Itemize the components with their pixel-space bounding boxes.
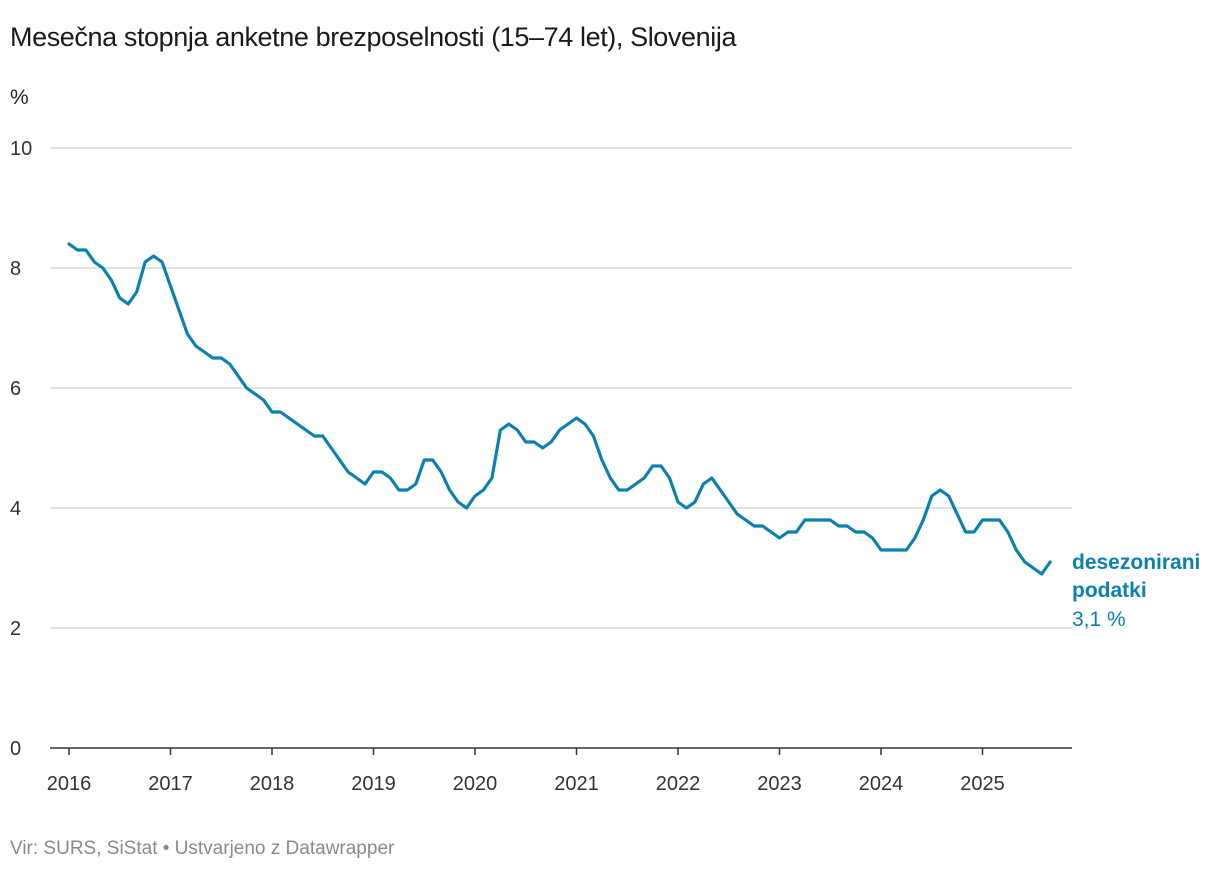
series-end-label: desezonirani podatki 3,1 % [1072, 551, 1200, 631]
series-group [67, 242, 1052, 576]
series-label-line-2: podatki [1072, 579, 1147, 602]
x-tick-label: 2016 [47, 773, 92, 795]
x-tick-label: 2022 [656, 773, 701, 795]
y-tick-label: 8 [10, 258, 21, 280]
series-line [67, 242, 1052, 576]
x-tick-label: 2024 [859, 773, 904, 795]
x-tick-label: 2019 [351, 773, 396, 795]
y-tick-label: 2 [10, 618, 21, 640]
x-axis: 2016 2017 2018 2019 2020 2021 2022 2023 2024 2025 [47, 747, 1072, 795]
chart-title: Mesečna stopnja anketne brezposelnosti (… [10, 22, 737, 52]
x-tick-label: 2020 [453, 773, 498, 795]
x-tick-label: 2023 [757, 773, 802, 795]
x-tick-label: 2018 [250, 773, 295, 795]
y-tick-label: 6 [10, 378, 21, 400]
y-axis-unit-label: % [10, 86, 29, 109]
grid-lines [50, 147, 1072, 629]
source-credit: Vir: SURS, SiStat • Ustvarjeno z Datawra… [10, 838, 395, 859]
x-tick-label: 2017 [148, 773, 193, 795]
y-tick-label: 0 [10, 738, 21, 760]
x-tick-label: 2021 [554, 773, 599, 795]
series-label-line-1: desezonirani [1072, 551, 1200, 574]
y-tick-label: 10 [10, 138, 32, 160]
series-end-value: 3,1 % [1072, 608, 1126, 631]
y-tick-label: 4 [10, 498, 21, 520]
x-tick-label: 2025 [960, 773, 1005, 795]
y-axis: 0 2 4 6 8 10 [10, 138, 32, 760]
